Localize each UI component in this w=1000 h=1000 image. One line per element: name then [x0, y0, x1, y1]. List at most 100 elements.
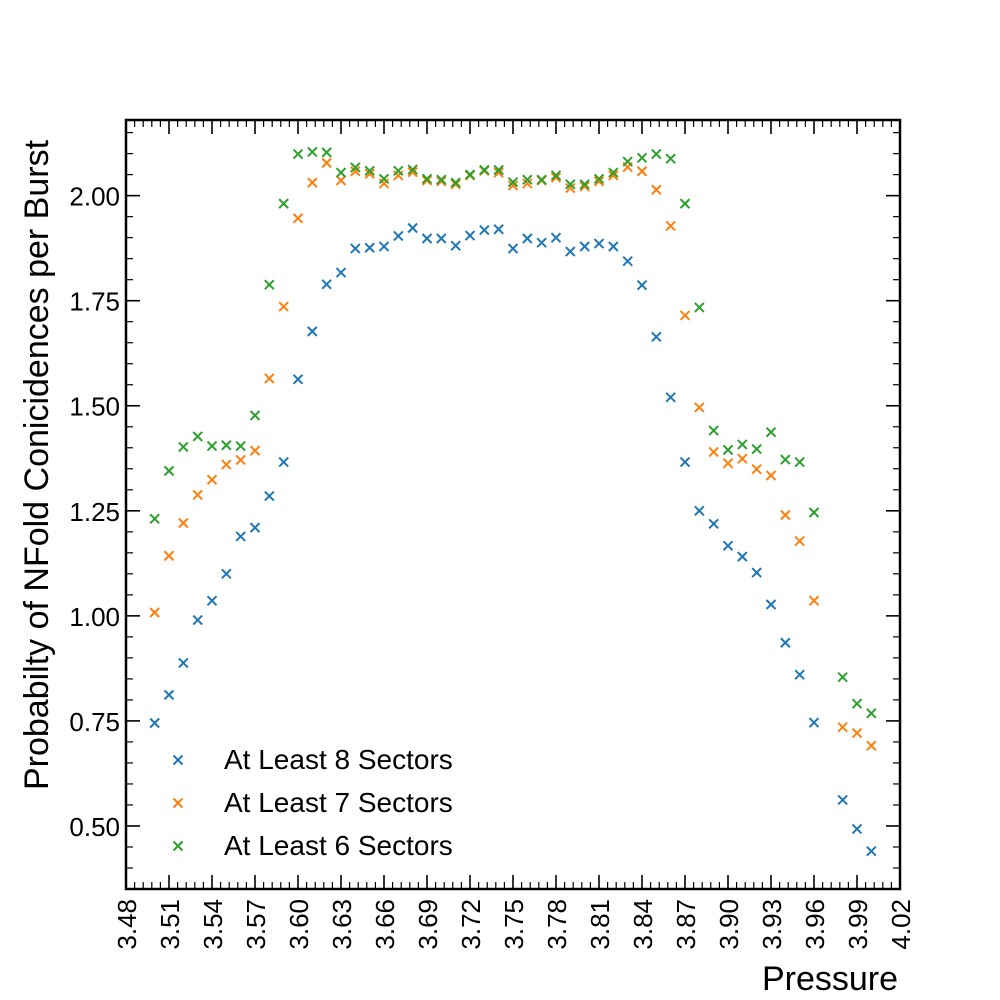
data-point — [507, 243, 519, 254]
data-point — [278, 456, 289, 468]
data-point — [622, 255, 633, 267]
data-point — [808, 507, 820, 518]
data-point — [292, 374, 304, 385]
data-point — [221, 568, 232, 580]
data-point — [407, 164, 418, 175]
y-tick-label: 0.75 — [69, 707, 120, 737]
legend-label: At Least 7 Sectors — [224, 787, 453, 818]
data-point — [307, 326, 318, 337]
y-tick-label: 1.00 — [69, 602, 120, 632]
data-point — [436, 233, 447, 244]
data-point — [593, 238, 605, 249]
data-point — [479, 224, 490, 236]
data-point — [206, 474, 218, 485]
data-point — [378, 241, 390, 252]
data-point — [235, 531, 246, 542]
x-tick-label: 3.57 — [241, 899, 271, 950]
data-point — [837, 794, 848, 806]
data-point — [651, 184, 662, 195]
data-point — [249, 522, 261, 533]
data-point — [421, 173, 433, 185]
data-point — [507, 176, 519, 188]
data-point — [794, 669, 805, 680]
data-point — [407, 166, 418, 178]
x-axis-ticks: 3.48 3.51 3.54 3.57 3.60 3.63 3.66 3.69 3.72 3.75… — [112, 120, 916, 950]
series-1 — [149, 222, 877, 857]
x-tick-label: 3.99 — [843, 899, 873, 950]
data-point — [507, 180, 519, 191]
data-point — [493, 164, 504, 176]
data-point — [737, 453, 748, 464]
y-tick-label: 1.50 — [69, 392, 120, 422]
x-tick-label: 3.63 — [327, 899, 357, 950]
data-point — [780, 637, 791, 648]
legend-label: At Least 6 Sectors — [224, 830, 453, 861]
data-point — [321, 279, 332, 290]
data-point — [264, 279, 275, 290]
data-point — [264, 373, 275, 384]
data-point — [163, 550, 175, 561]
data-point — [450, 177, 461, 188]
x-tick-label: 3.66 — [370, 899, 400, 950]
data-point — [321, 157, 332, 169]
data-point — [636, 279, 648, 291]
series-layer — [149, 146, 877, 857]
data-point — [364, 165, 375, 177]
data-point — [708, 518, 719, 530]
legend-label: At Least 8 Sectors — [224, 744, 453, 775]
x-tick-label: 3.54 — [198, 899, 228, 950]
data-point — [479, 164, 490, 176]
data-point — [866, 708, 877, 719]
data-point — [221, 459, 232, 470]
data-point — [350, 166, 361, 177]
data-point — [780, 454, 791, 465]
data-point — [522, 178, 533, 189]
data-point — [751, 463, 762, 475]
data-point — [622, 156, 633, 167]
data-point — [708, 446, 719, 458]
data-point — [608, 167, 619, 178]
data-point — [292, 213, 304, 224]
x-tick-label: 3.69 — [413, 899, 443, 950]
data-point — [421, 233, 433, 244]
data-point — [765, 599, 777, 610]
data-point — [178, 441, 189, 453]
data-point — [192, 614, 203, 626]
data-point — [278, 198, 289, 209]
legend-marker — [172, 840, 184, 852]
data-point — [192, 489, 203, 501]
x-tick-label: 4.02 — [886, 899, 916, 950]
y-tick-label: 1.25 — [69, 497, 120, 527]
data-point — [364, 242, 375, 253]
data-point — [249, 445, 261, 456]
data-point — [378, 173, 390, 185]
data-point — [780, 509, 791, 521]
x-axis-label: Pressure — [762, 960, 898, 998]
data-point — [206, 440, 218, 452]
data-point — [579, 179, 590, 190]
data-point — [493, 167, 504, 178]
data-point — [808, 595, 820, 606]
data-point — [679, 310, 691, 321]
data-point — [522, 233, 533, 244]
data-point — [178, 657, 189, 669]
data-point — [665, 220, 676, 232]
data-point — [866, 845, 877, 857]
data-point — [307, 177, 318, 188]
data-point — [149, 717, 160, 729]
data-point — [722, 540, 734, 551]
data-point — [665, 392, 676, 403]
data-point — [679, 456, 691, 468]
data-point — [335, 175, 347, 186]
data-point — [593, 173, 605, 185]
data-point — [636, 152, 648, 164]
data-point — [608, 170, 619, 181]
data-point — [751, 567, 762, 578]
data-point — [765, 470, 777, 481]
x-tick-label: 3.78 — [542, 899, 572, 950]
data-point — [393, 230, 404, 242]
x-tick-label: 3.48 — [112, 899, 142, 950]
data-point — [593, 176, 605, 187]
data-point — [464, 169, 476, 180]
